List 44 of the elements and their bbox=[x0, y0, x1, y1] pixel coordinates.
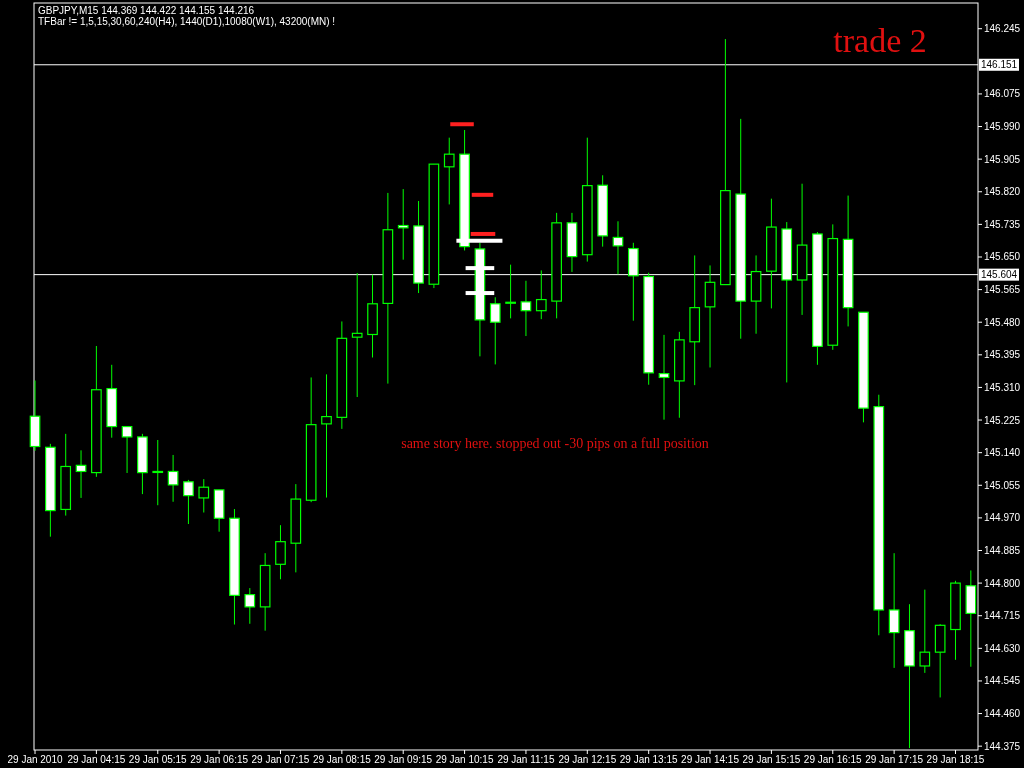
y-tick-label: 144.375 bbox=[984, 740, 1021, 752]
y-tick-label: 144.545 bbox=[984, 675, 1021, 687]
y-tick-label: 145.735 bbox=[984, 218, 1021, 230]
x-tick-label: 29 Jan 17:15 bbox=[865, 754, 924, 765]
text: TFBar != 1,5,15,30,60,240(H4), 1440(D1),10080(W1), 43200(MN) ! bbox=[38, 16, 336, 27]
x-tick-label: 29 Jan 10:15 bbox=[435, 754, 494, 765]
chart-title: GBPJPY,M15 144.369 144.422 144.155 144.216 bbox=[38, 5, 255, 16]
x-tick-label: 29 Jan 12:15 bbox=[558, 754, 617, 765]
y-tick-label: 145.650 bbox=[984, 251, 1021, 263]
y-tick-label: 144.800 bbox=[984, 577, 1021, 589]
x-tick-label: 29 Jan 18:15 bbox=[926, 754, 985, 765]
y-tick-label: 146.075 bbox=[984, 88, 1021, 100]
annotation: trade 2 bbox=[833, 22, 927, 59]
x-tick-label: 29 Jan 14:15 bbox=[681, 754, 740, 765]
y-tick-label: 144.630 bbox=[984, 642, 1021, 654]
x-tick-label: 29 Jan 07:15 bbox=[251, 754, 310, 765]
y-tick-label: 145.565 bbox=[984, 284, 1021, 296]
y-tick-label: 145.310 bbox=[984, 381, 1021, 393]
x-tick-label: 29 Jan 11:15 bbox=[497, 754, 555, 765]
x-tick-label: 29 Jan 09:15 bbox=[374, 754, 433, 765]
ref-line-label: 145.604 bbox=[981, 269, 1018, 281]
y-tick-label: 145.225 bbox=[984, 414, 1021, 426]
x-tick-label: 29 Jan 05:15 bbox=[128, 754, 188, 765]
y-tick-label: 144.970 bbox=[984, 512, 1021, 524]
x-tick-label: 29 Jan 2010 bbox=[7, 754, 63, 765]
y-tick-label: 145.140 bbox=[984, 447, 1021, 459]
y-tick-label: 145.820 bbox=[984, 186, 1021, 198]
x-tick-label: 29 Jan 13:15 bbox=[619, 754, 679, 765]
x-tick-label: 29 Jan 06:15 bbox=[190, 754, 249, 765]
y-tick-label: 144.460 bbox=[984, 708, 1021, 720]
x-tick-label: 29 Jan 04:15 bbox=[67, 754, 126, 765]
y-tick-label: 145.055 bbox=[984, 479, 1021, 491]
y-tick-label: 144.885 bbox=[984, 544, 1021, 556]
x-tick-label: 29 Jan 15:15 bbox=[742, 754, 801, 765]
y-tick-label: 145.905 bbox=[984, 153, 1021, 165]
y-tick-label: 146.245 bbox=[984, 23, 1021, 35]
y-tick-label: 145.480 bbox=[984, 316, 1021, 328]
x-tick-label: 29 Jan 16:15 bbox=[803, 754, 863, 765]
y-tick-label: 145.395 bbox=[984, 349, 1021, 361]
ref-line-label: 146.151 bbox=[981, 59, 1018, 71]
y-tick-label: 145.990 bbox=[984, 121, 1021, 133]
x-tick-label: 29 Jan 08:15 bbox=[312, 754, 372, 765]
annotation: same story here. stopped out -30 pips on a full position bbox=[401, 436, 709, 451]
y-tick-label: 144.715 bbox=[984, 610, 1021, 622]
